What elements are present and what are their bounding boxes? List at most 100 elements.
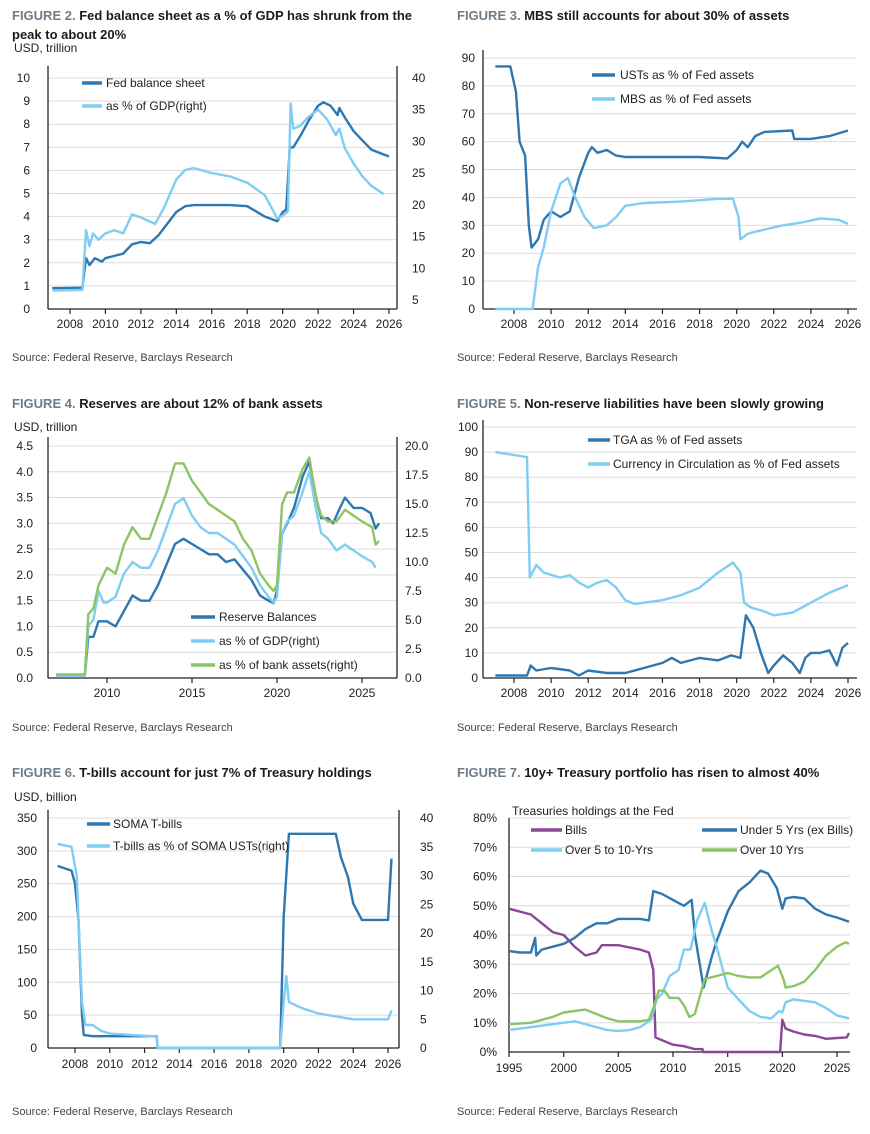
x-tick-label: 2020 xyxy=(270,1057,297,1071)
x-tick-label: 2024 xyxy=(798,686,825,700)
x-tick-label: 2020 xyxy=(723,317,750,331)
y-tick-label: 4.0 xyxy=(16,465,33,479)
y-tick-label: 250 xyxy=(17,877,37,891)
series-group xyxy=(57,832,393,1050)
chart-2: 0 1 2 3 4 5 6 7 8 9 10 5 10 15 20 25 30 35 40 2008 2010 2012 2… xyxy=(14,41,426,331)
x-tick-label: 2025 xyxy=(349,686,376,700)
x-tick-label: 2018 xyxy=(686,686,713,700)
y-tick-label: 0 xyxy=(30,1041,37,1055)
legend-label: Over 10 Yrs xyxy=(740,843,804,857)
y-tick-label: 50% xyxy=(473,899,497,913)
y-tick-label: 9 xyxy=(23,94,30,108)
source-note: Source: Federal Reserve, Barclays Resear… xyxy=(457,722,678,734)
x-tick-label: 2018 xyxy=(236,1057,263,1071)
y2-tick-label: 5.0 xyxy=(405,613,422,627)
y-tick-label: 30 xyxy=(462,218,476,232)
figure-title-text: Non-reserve liabilities have been slowly… xyxy=(524,396,824,411)
legend-label: TGA as % of Fed assets xyxy=(613,433,742,447)
figure-title-text: 10y+ Treasury portfolio has risen to alm… xyxy=(524,765,820,780)
legend-label: as % of bank assets(right) xyxy=(219,658,358,672)
x-tick-label: 2024 xyxy=(798,317,825,331)
y-tick-label: 50 xyxy=(24,1008,38,1022)
series-line-2 xyxy=(509,901,850,1033)
y-tick-label: 10 xyxy=(17,71,31,85)
y2-tick-label: 20.0 xyxy=(405,439,429,453)
y2-tick-label: 15 xyxy=(420,955,434,969)
y-tick-label: 40 xyxy=(462,190,476,204)
y-tick-label: 20 xyxy=(465,621,479,635)
x-tick-label: 2014 xyxy=(163,317,190,331)
y2-tick-label: 35 xyxy=(420,840,434,854)
y2-tick-label: 20 xyxy=(412,198,426,212)
x-tick-label: 1995 xyxy=(496,1061,523,1075)
figure-title-text: T-bills account for just 7% of Treasury … xyxy=(79,765,372,780)
y-tick-label: 50 xyxy=(465,546,479,560)
figure-title: FIGURE 2. Fed balance sheet as a % of GD… xyxy=(12,6,437,44)
y-tick-label: 50 xyxy=(462,163,476,177)
figure-title: FIGURE 5. Non-reserve liabilities have b… xyxy=(457,394,870,413)
y-tick-label: 100 xyxy=(458,420,478,434)
units-label: USD, billion xyxy=(14,790,77,804)
chart-5: 0 10 20 30 40 50 60 70 80 90 100 2008 2010 2012 2014 20… xyxy=(458,420,862,700)
units-label: Treasuries holdings at the Fed xyxy=(512,804,674,818)
y2-tick-label: 5 xyxy=(412,293,419,307)
series-line-1 xyxy=(495,450,849,617)
series-line-0 xyxy=(495,65,849,249)
figure-label: FIGURE 3. xyxy=(457,8,525,23)
series-line-2 xyxy=(56,456,380,676)
x-tick-label: 2020 xyxy=(769,1061,796,1075)
chart-6: 0 50 100 150 200 250 300 350 0 5 10 15 20 25 30 35 40 200… xyxy=(14,790,434,1071)
x-tick-label: 2015 xyxy=(179,686,206,700)
y-tick-label: 2.5 xyxy=(16,542,33,556)
x-tick-label: 2018 xyxy=(686,317,713,331)
y-tick-label: 80% xyxy=(473,811,497,825)
y-tick-label: 1 xyxy=(23,279,30,293)
legend-label: Fed balance sheet xyxy=(106,76,205,90)
y2-tick-label: 0 xyxy=(420,1041,427,1055)
legend-label: Reserve Balances xyxy=(219,610,316,624)
figure-label: FIGURE 4. xyxy=(12,396,80,411)
y2-tick-label: 17.5 xyxy=(405,468,429,482)
x-tick-label: 2022 xyxy=(305,1057,332,1071)
y-tick-label: 2.0 xyxy=(16,568,33,582)
y2-tick-label: 20 xyxy=(420,926,434,940)
figure-title-text: MBS still accounts for about 30% of asse… xyxy=(524,8,790,23)
x-tick-label: 2022 xyxy=(305,317,332,331)
y-tick-label: 0.0 xyxy=(16,671,33,685)
y-tick-label: 300 xyxy=(17,844,37,858)
y-tick-label: 0 xyxy=(468,302,475,316)
legend-label: as % of GDP(right) xyxy=(106,99,207,113)
y-tick-label: 4 xyxy=(23,210,30,224)
chart-3: 0 10 20 30 40 50 60 70 80 90 2008 2010 2012 2014 2016 2… xyxy=(462,50,862,331)
units-label: USD, trillion xyxy=(14,420,77,434)
y-tick-label: 70% xyxy=(473,840,497,854)
y-tick-label: 20% xyxy=(473,987,497,1001)
y-tick-label: 60 xyxy=(462,135,476,149)
y-tick-label: 100 xyxy=(17,975,37,989)
series-group xyxy=(56,456,381,677)
series-line-1 xyxy=(509,869,850,989)
y-tick-label: 90 xyxy=(462,51,476,65)
y-tick-label: 8 xyxy=(23,117,30,131)
y-tick-label: 6 xyxy=(23,163,30,177)
series-group xyxy=(509,869,850,1054)
y-tick-label: 10% xyxy=(473,1016,497,1030)
y-tick-label: 0 xyxy=(23,302,30,316)
x-tick-label: 2020 xyxy=(723,686,750,700)
chart-4: 0.0 0.5 1.0 1.5 2.0 2.5 3.0 3.5 4.0 4.5 0.0 2.5 5.0 7… xyxy=(14,420,429,700)
x-tick-label: 2026 xyxy=(835,317,862,331)
y-tick-label: 10 xyxy=(465,646,479,660)
y2-tick-label: 10.0 xyxy=(405,555,429,569)
series-line-0 xyxy=(509,907,850,1054)
figure-label: FIGURE 6. xyxy=(12,765,80,780)
y-tick-label: 3.5 xyxy=(16,491,33,505)
x-tick-label: 2012 xyxy=(575,317,602,331)
y2-tick-label: 40 xyxy=(420,811,434,825)
legend-label: Bills xyxy=(565,823,587,837)
x-tick-label: 2008 xyxy=(57,317,84,331)
units-label: USD, trillion xyxy=(14,41,77,55)
y-tick-label: 20 xyxy=(462,246,476,260)
y-tick-label: 0.5 xyxy=(16,645,33,659)
legend-label: USTs as % of Fed assets xyxy=(620,68,754,82)
